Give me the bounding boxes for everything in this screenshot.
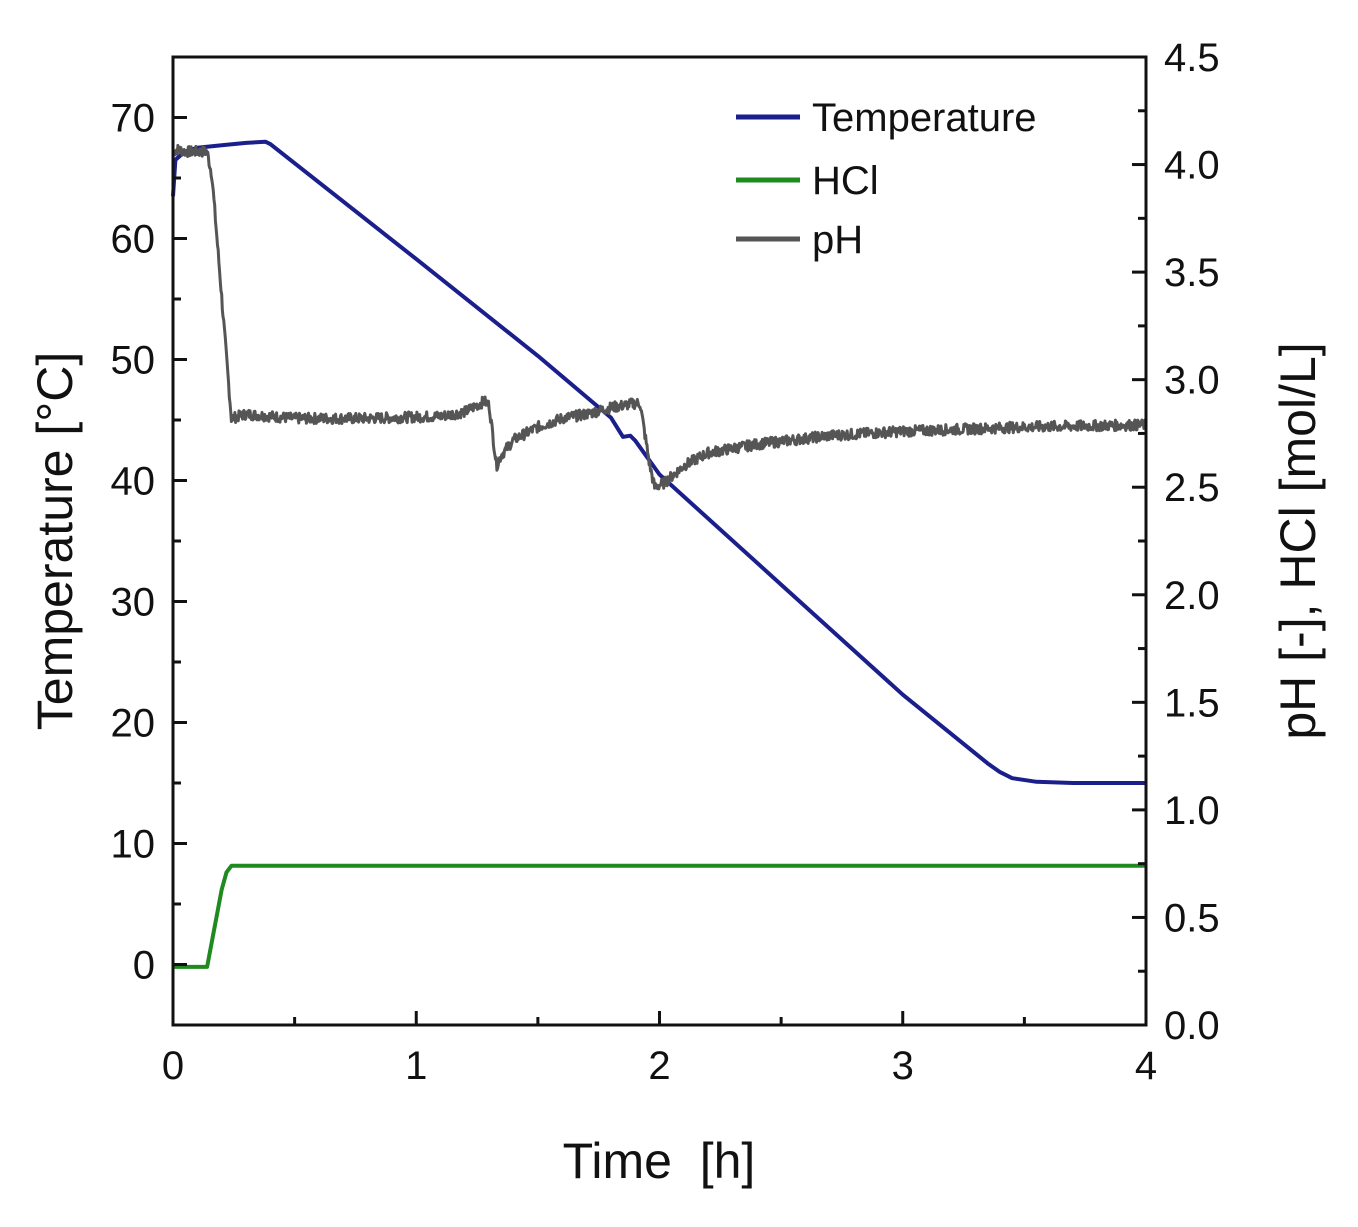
x-tick-label: 0 bbox=[162, 1044, 184, 1088]
y-right-tick-label: 1.0 bbox=[1164, 789, 1220, 833]
y-right-tick-label: 4.5 bbox=[1164, 36, 1220, 80]
plot-frame bbox=[171, 55, 1148, 1027]
series-line-temperature bbox=[171, 139, 1146, 785]
y-left-tick-label: 0 bbox=[133, 944, 155, 988]
series-line-hcl bbox=[173, 863, 1146, 969]
y-left-tick-label: 30 bbox=[111, 581, 156, 625]
legend-label-hcl: HCl bbox=[812, 159, 879, 203]
y-right-tick-label: 3.5 bbox=[1164, 251, 1220, 295]
series-layer bbox=[171, 139, 1148, 969]
y-right-tick-label: 4.0 bbox=[1164, 144, 1220, 188]
x-tick-label: 1 bbox=[405, 1044, 427, 1088]
legend-label-ph: pH bbox=[812, 218, 863, 262]
y-axis-left-title: Temperature [°C] bbox=[27, 352, 83, 730]
y-right-tick-label: 0.5 bbox=[1164, 896, 1220, 940]
y-right-tick-label: 0.0 bbox=[1164, 1004, 1220, 1048]
legend-label-temperature: Temperature bbox=[812, 96, 1037, 140]
y-right-tick-label: 1.5 bbox=[1164, 681, 1220, 725]
y-axis-right-title: pH [-], HCl [mol/L] bbox=[1270, 342, 1326, 739]
x-tick-label: 2 bbox=[648, 1044, 670, 1088]
x-axis-title: Time [h] bbox=[563, 1133, 756, 1189]
y-left-tick-label: 60 bbox=[111, 218, 156, 262]
y-left-tick-label: 70 bbox=[111, 97, 156, 141]
y-left-tick-label: 10 bbox=[111, 823, 156, 867]
x-tick-label: 4 bbox=[1135, 1044, 1157, 1088]
series-line-ph bbox=[171, 143, 1148, 491]
y-right-tick-label: 2.5 bbox=[1164, 466, 1220, 510]
y-left-tick-label: 40 bbox=[111, 460, 156, 504]
y-left-tick-label: 20 bbox=[111, 702, 156, 746]
y-right-tick-label: 2.0 bbox=[1164, 574, 1220, 618]
y-left-tick-label: 50 bbox=[111, 339, 156, 383]
legend: Temperature HCl pH bbox=[736, 96, 1037, 262]
ticks-layer: 0 1 2 3 40102030405060700.00.51.01.52.02.53.… bbox=[111, 36, 1220, 1088]
x-tick-label: 3 bbox=[892, 1044, 914, 1088]
y-right-tick-label: 3.0 bbox=[1164, 359, 1220, 403]
